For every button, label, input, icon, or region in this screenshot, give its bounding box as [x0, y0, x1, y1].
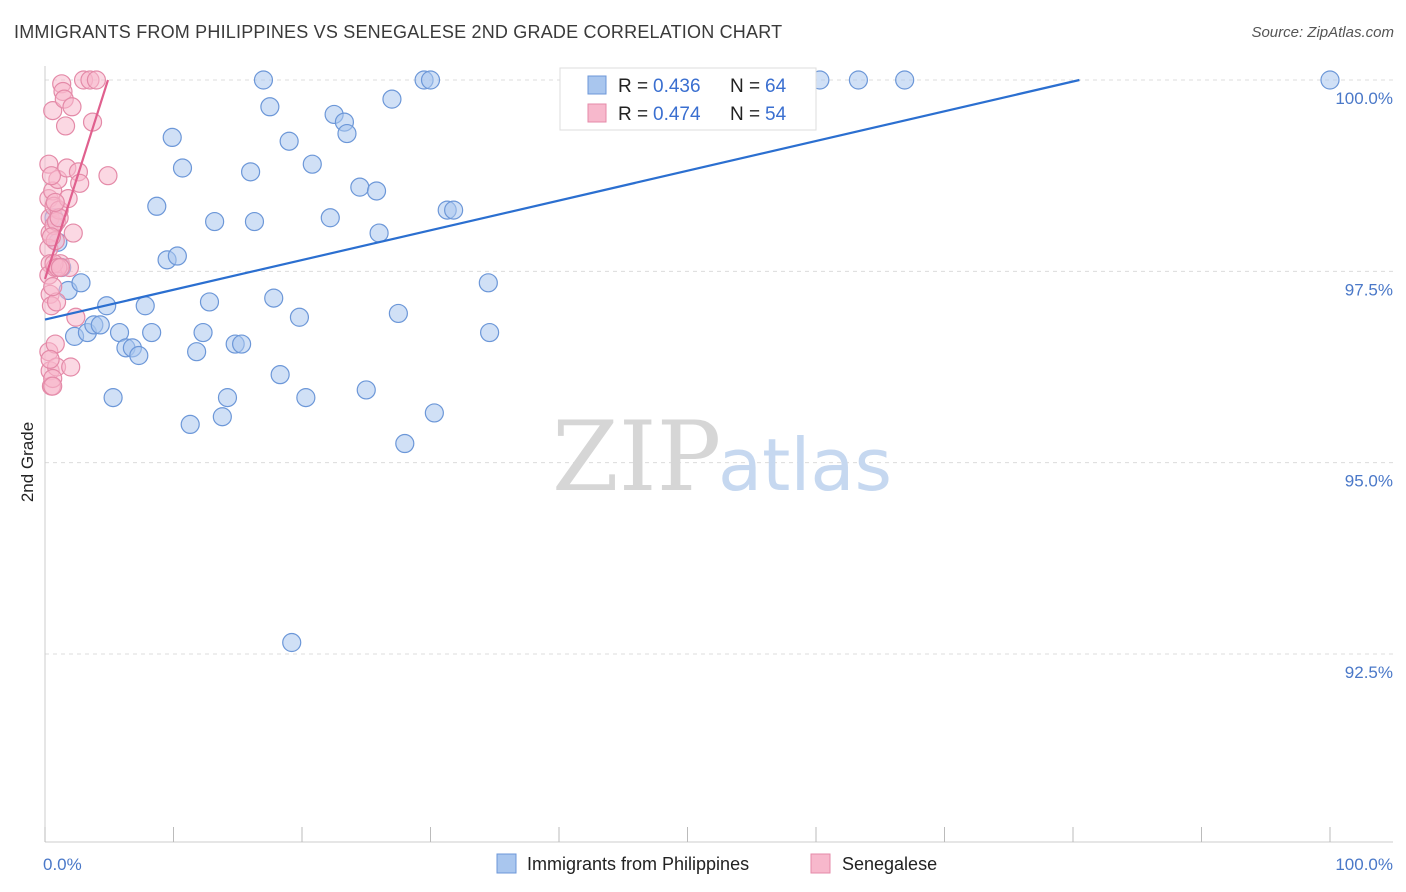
stats-legend-swatch-senegalese: [587, 103, 607, 123]
x-tick-label: 100.0%: [1335, 855, 1393, 874]
data-point: [205, 211, 225, 232]
data-point: [232, 334, 252, 354]
data-point: [71, 273, 91, 293]
stats-legend-n-label: N =: [730, 76, 760, 97]
stats-legend-n-value: 54: [765, 104, 787, 125]
data-point: [40, 349, 60, 369]
data-point: [180, 414, 200, 434]
stats-legend: R = 0.436 N = 64 R = 0.474 N = 54: [559, 67, 817, 131]
data-point: [147, 196, 167, 216]
data-point: [302, 154, 322, 174]
data-point: [241, 162, 261, 182]
data-point: [395, 433, 415, 454]
legend-swatch-senegalese: [810, 853, 831, 874]
data-point: [43, 376, 63, 396]
data-point: [193, 322, 213, 343]
data-point: [369, 223, 389, 243]
data-point: [98, 166, 118, 186]
data-point: [129, 345, 149, 366]
stats-legend-r-value: 0.474: [653, 104, 701, 125]
y-tick-labels: 100.0% 97.5% 95.0% 92.5%: [1335, 89, 1393, 682]
data-point: [63, 223, 83, 243]
y-tick-label: 92.5%: [1345, 663, 1393, 682]
data-point: [217, 388, 238, 408]
data-point: [366, 181, 387, 201]
data-point: [478, 273, 498, 293]
stats-legend-r-value: 0.436: [653, 76, 701, 97]
data-point: [424, 403, 444, 423]
data-point: [50, 257, 71, 278]
data-point: [172, 158, 193, 178]
x-tick-labels: 0.0% 100.0%: [43, 855, 1393, 874]
data-point: [86, 70, 107, 90]
x-tick-label: 0.0%: [43, 855, 82, 874]
y-axis-label: 2nd Grade: [18, 422, 37, 502]
watermark-atlas: atlas: [718, 423, 892, 507]
data-point: [167, 246, 187, 266]
data-point: [382, 89, 402, 109]
data-point: [264, 288, 284, 308]
data-point: [337, 123, 357, 144]
data-point: [62, 97, 82, 117]
source-credit: Source: ZipAtlas.com: [1251, 24, 1394, 41]
legend-swatch-philippines: [496, 853, 517, 874]
axes: [44, 66, 1393, 843]
data-point: [289, 307, 310, 327]
data-point: [187, 342, 207, 362]
data-point: [356, 380, 376, 400]
data-point: [61, 357, 81, 377]
chart-title: IMMIGRANTS FROM PHILIPPINES VS SENEGALES…: [14, 22, 783, 42]
trend-line: [43, 79, 110, 280]
stats-legend-n-value: 64: [765, 76, 787, 97]
data-point: [103, 388, 123, 408]
stats-legend-r-label: R =: [618, 104, 648, 125]
data-point: [253, 70, 274, 90]
data-point: [70, 173, 90, 193]
data-point: [480, 322, 500, 343]
data-point: [296, 388, 316, 408]
data-point: [45, 192, 65, 213]
data-point: [43, 277, 63, 297]
data-point: [420, 70, 441, 90]
legend-label-philippines: Immigrants from Philippines: [527, 854, 749, 874]
legend-label-senegalese: Senegalese: [842, 854, 937, 874]
watermark-zip: ZIP: [552, 401, 721, 513]
data-point: [320, 208, 340, 228]
data-point: [848, 70, 869, 90]
watermark: ZIP atlas: [552, 401, 892, 513]
data-point: [279, 131, 299, 151]
series-senegalese-points: [39, 70, 118, 396]
trend-line: [44, 78, 1080, 321]
stats-legend-swatch-philippines: [587, 75, 607, 95]
data-point: [260, 97, 280, 117]
data-point: [212, 407, 232, 427]
series-legend: Immigrants from Philippines Senegalese: [496, 853, 937, 874]
data-point: [270, 365, 290, 385]
data-point: [43, 101, 63, 121]
data-point: [282, 632, 302, 653]
data-point: [1320, 70, 1340, 90]
data-point: [41, 166, 62, 186]
series-philippines-points: [44, 70, 1340, 653]
y-tick-label: 97.5%: [1345, 280, 1393, 299]
y-tick-label: 95.0%: [1345, 472, 1393, 491]
data-point: [350, 177, 370, 197]
data-point: [895, 70, 915, 90]
stats-legend-n-label: N =: [730, 104, 760, 125]
data-point: [199, 292, 220, 312]
data-point: [90, 315, 110, 335]
data-point: [142, 322, 162, 343]
data-point: [135, 296, 155, 316]
trend-lines: [43, 78, 1080, 321]
data-point: [388, 303, 408, 324]
data-point: [55, 116, 76, 136]
data-point: [444, 200, 464, 220]
data-point: [162, 127, 182, 147]
y-tick-label: 100.0%: [1335, 89, 1393, 108]
data-point: [244, 211, 265, 232]
stats-legend-r-label: R =: [618, 76, 648, 97]
